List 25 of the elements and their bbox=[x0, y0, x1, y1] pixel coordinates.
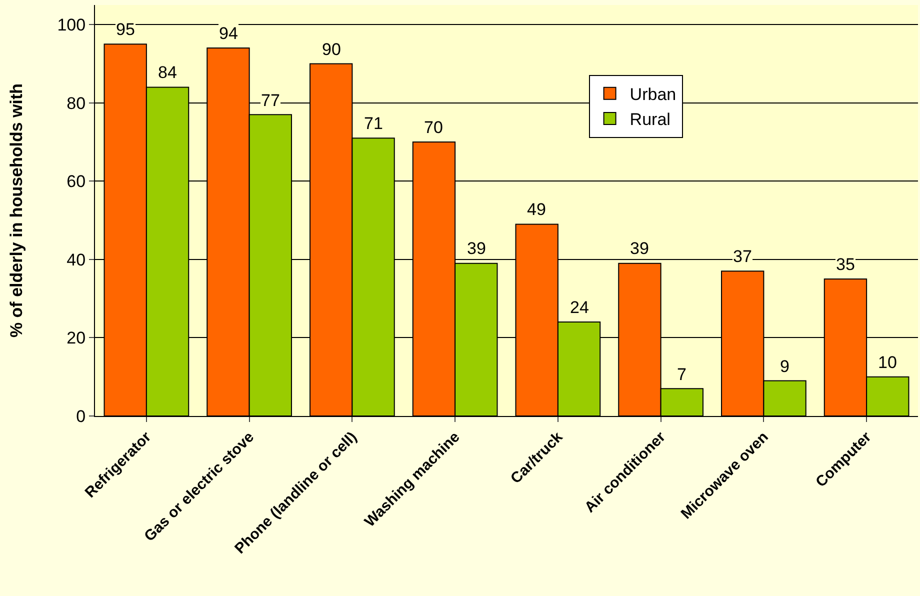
data-label: 94 bbox=[219, 24, 238, 43]
data-label: 7 bbox=[677, 365, 686, 384]
data-label: 84 bbox=[158, 63, 177, 82]
data-label: 9 bbox=[780, 357, 790, 376]
data-label: 49 bbox=[527, 200, 546, 219]
data-label: 39 bbox=[467, 239, 486, 258]
data-label: 39 bbox=[630, 239, 649, 258]
y-tick-label: 0 bbox=[76, 406, 86, 426]
data-label: 95 bbox=[116, 20, 135, 39]
data-label: 35 bbox=[836, 255, 855, 274]
y-axis-title: % of elderly in households with bbox=[6, 83, 26, 338]
data-label: 70 bbox=[424, 118, 443, 137]
legend-label: Urban bbox=[630, 85, 676, 104]
y-tick-label: 40 bbox=[66, 250, 86, 270]
data-label: 10 bbox=[878, 353, 897, 372]
y-tick-label: 60 bbox=[66, 172, 86, 192]
data-label: 90 bbox=[322, 40, 341, 59]
data-label: 77 bbox=[261, 91, 280, 110]
data-label: 37 bbox=[733, 247, 752, 266]
data-label: 71 bbox=[364, 114, 383, 133]
y-tick-label: 20 bbox=[66, 328, 86, 348]
data-label: 24 bbox=[570, 298, 589, 317]
legend-label: Rural bbox=[630, 110, 670, 130]
y-tick-label: 80 bbox=[66, 94, 86, 113]
y-tick-label: 100 bbox=[57, 16, 86, 35]
